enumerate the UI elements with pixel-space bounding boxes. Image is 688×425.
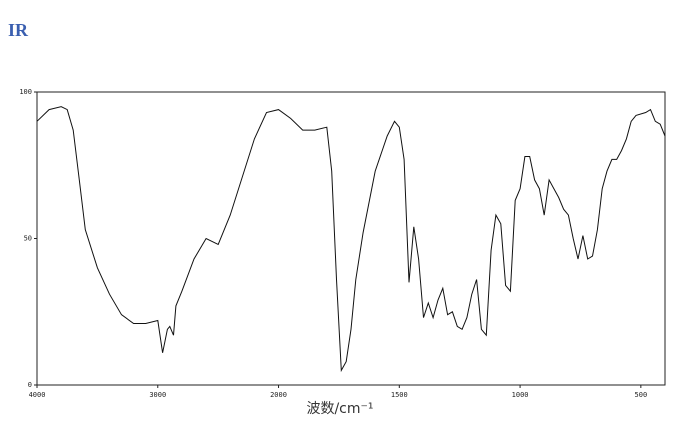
x-tick-label: 1500 <box>391 391 408 399</box>
x-tick-label: 1000 <box>512 391 529 399</box>
x-tick-label: 3000 <box>149 391 166 399</box>
y-tick-label: 50 <box>24 235 32 243</box>
x-tick-label: 500 <box>635 391 648 399</box>
y-tick-label: 0 <box>28 381 32 389</box>
chart-title: IR <box>8 20 29 40</box>
x-tick-label: 4000 <box>29 391 46 399</box>
spectrum-line <box>36 106 666 373</box>
x-axis-label: 波数/cm⁻¹ <box>306 401 373 417</box>
x-tick-label: 2000 <box>270 391 287 399</box>
plot-frame <box>36 91 666 386</box>
y-tick-label: 100 <box>19 88 32 96</box>
